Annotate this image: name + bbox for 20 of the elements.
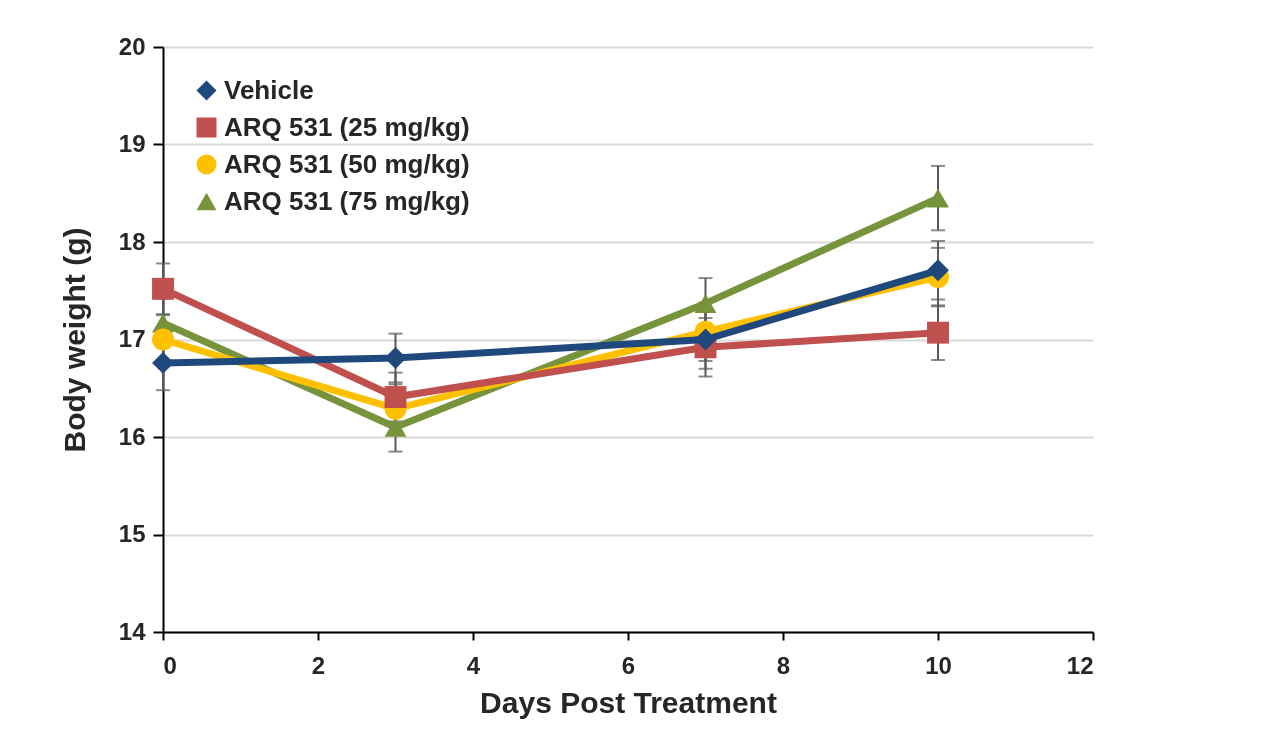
x-tick-label: 0 [163, 651, 177, 679]
y-tick-label: 20 [118, 32, 146, 60]
x-tick-label: 6 [621, 651, 636, 679]
y-tick-label: 19 [118, 130, 146, 157]
y-tick-label: 16 [118, 422, 146, 450]
x-tick-label: 12 [1066, 651, 1094, 679]
x-tick-label: 4 [466, 651, 481, 679]
legend-label: ARQ 531 (25 mg/kg) [224, 111, 470, 142]
x-axis-title: Days Post Treatment [480, 685, 777, 719]
legend-label: ARQ 531 (50 mg/kg) [224, 148, 470, 179]
y-tick-label: 15 [118, 520, 146, 547]
legend-label: ARQ 531 (75 mg/kg) [224, 185, 470, 216]
x-tick-label: 10 [925, 651, 952, 679]
x-tick-label: 2 [311, 651, 326, 679]
x-tick-label: 8 [776, 651, 791, 679]
y-tick-label: 14 [118, 617, 147, 645]
y-tick-label: 18 [118, 227, 146, 255]
legend-label: Vehicle [224, 74, 314, 105]
y-axis-title: Body weight (g) [57, 227, 91, 453]
y-tick-label: 17 [118, 325, 146, 352]
